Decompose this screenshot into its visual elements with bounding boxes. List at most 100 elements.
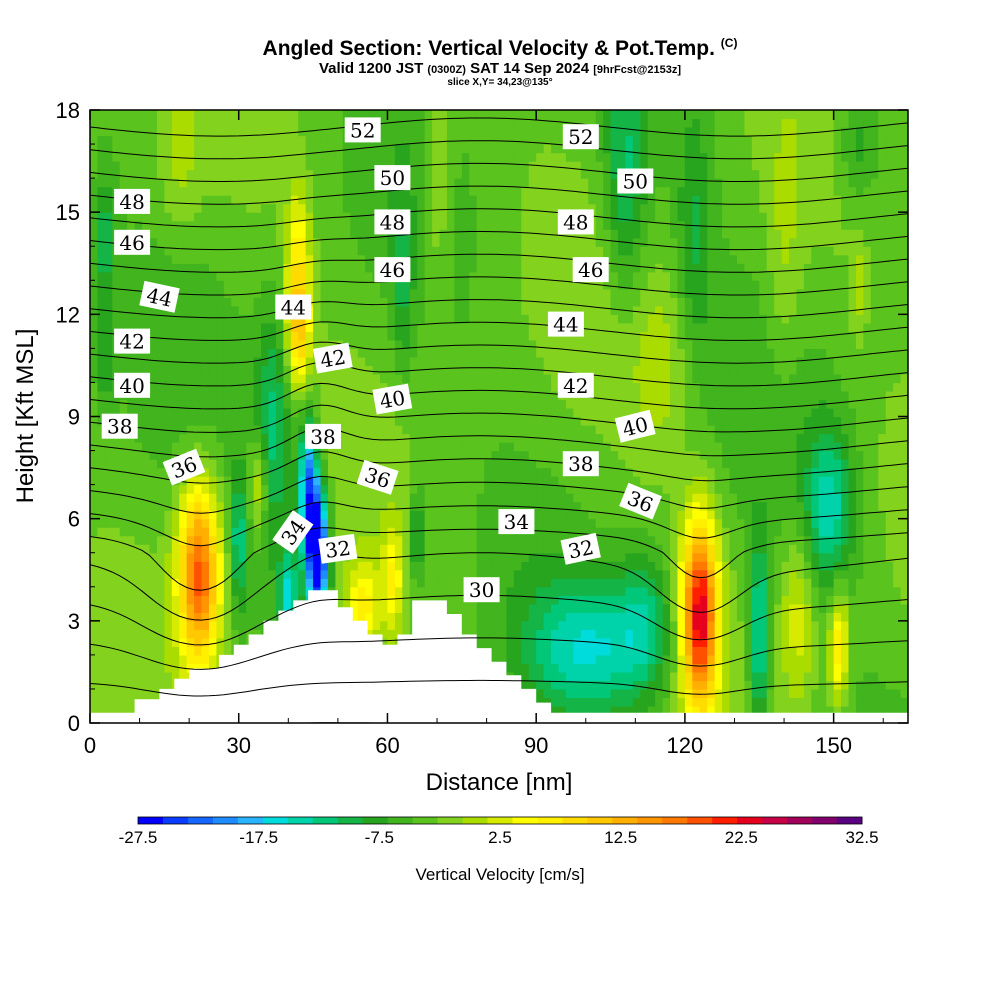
- velocity-cell: [640, 476, 649, 486]
- velocity-cell: [580, 416, 589, 426]
- velocity-cell: [565, 510, 574, 520]
- velocity-cell: [722, 433, 731, 443]
- velocity-cell: [670, 544, 679, 554]
- velocity-cell: [863, 373, 872, 384]
- velocity-cell: [97, 578, 106, 588]
- velocity-cell: [484, 544, 493, 554]
- velocity-cell: [365, 331, 374, 341]
- velocity-cell: [491, 348, 500, 358]
- velocity-cell: [893, 467, 902, 477]
- velocity-cell: [588, 527, 597, 537]
- velocity-cell: [662, 407, 671, 418]
- velocity-cell: [722, 425, 731, 435]
- velocity-cell: [387, 518, 396, 528]
- velocity-cell: [417, 416, 426, 426]
- velocity-cell: [677, 578, 686, 588]
- velocity-cell: [789, 399, 798, 409]
- velocity-cell: [855, 612, 864, 622]
- velocity-cell: [744, 561, 753, 571]
- velocity-cell: [186, 552, 195, 562]
- velocity-cell: [491, 442, 500, 452]
- velocity-cell: [662, 399, 671, 409]
- velocity-cell: [796, 339, 805, 349]
- velocity-cell: [491, 339, 500, 349]
- velocity-cell: [528, 654, 537, 664]
- velocity-cell: [104, 595, 113, 605]
- velocity-cell: [878, 476, 887, 486]
- velocity-cell: [684, 595, 693, 605]
- velocity-cell: [223, 399, 232, 409]
- velocity-cell: [164, 671, 173, 682]
- velocity-cell: [885, 425, 894, 435]
- velocity-cell: [536, 544, 545, 554]
- velocity-cell: [878, 612, 887, 622]
- velocity-cell: [305, 339, 314, 349]
- velocity-cell: [759, 680, 768, 690]
- velocity-cell: [670, 518, 679, 528]
- velocity-cell: [558, 697, 567, 707]
- velocity-cell: [424, 578, 433, 588]
- velocity-cell: [848, 518, 857, 528]
- velocity-cell: [238, 552, 247, 562]
- velocity-cell: [134, 680, 143, 690]
- velocity-cell: [714, 612, 723, 622]
- velocity-cell: [707, 518, 716, 528]
- velocity-cell: [781, 510, 790, 520]
- velocity-cell: [833, 663, 842, 673]
- velocity-cell: [90, 586, 99, 596]
- velocity-cell: [104, 356, 113, 367]
- velocity-cell: [97, 595, 106, 605]
- velocity-cell: [394, 433, 403, 443]
- velocity-cell: [595, 493, 604, 503]
- velocity-cell: [729, 527, 738, 537]
- velocity-cell: [97, 459, 106, 469]
- velocity-cell: [714, 578, 723, 588]
- velocity-cell: [409, 595, 418, 605]
- velocity-cell: [513, 356, 522, 367]
- velocity-cell: [551, 654, 560, 664]
- velocity-cell: [759, 416, 768, 426]
- velocity-cell: [439, 518, 448, 528]
- velocity-cell: [223, 595, 232, 605]
- velocity-cell: [201, 433, 210, 443]
- velocity-cell: [231, 484, 240, 494]
- velocity-cell: [409, 416, 418, 426]
- velocity-cell: [491, 527, 500, 537]
- velocity-cell: [551, 518, 560, 528]
- velocity-cell: [223, 459, 232, 469]
- velocity-cell: [208, 578, 218, 588]
- velocity-cell: [736, 561, 745, 571]
- velocity-cell: [365, 603, 374, 613]
- velocity-cell: [506, 365, 515, 375]
- velocity-cell: [766, 501, 775, 511]
- velocity-cell: [461, 544, 470, 554]
- velocity-cell: [595, 586, 604, 596]
- velocity-cell: [565, 399, 574, 409]
- velocity-cell: [521, 450, 530, 460]
- velocity-cell: [283, 569, 292, 579]
- velocity-cell: [617, 527, 627, 537]
- velocity-cell: [521, 646, 530, 656]
- velocity-cell: [446, 407, 455, 418]
- velocity-cell: [275, 595, 284, 605]
- velocity-cell: [870, 450, 879, 460]
- velocity-cell: [506, 620, 515, 630]
- velocity-cell: [313, 510, 322, 520]
- velocity-cell: [855, 654, 864, 664]
- velocity-cell: [692, 637, 701, 647]
- velocity-cell: [261, 450, 270, 460]
- velocity-cell: [409, 356, 418, 367]
- velocity-cell: [841, 442, 850, 452]
- velocity-cell: [268, 527, 277, 537]
- velocity-cell: [491, 510, 500, 520]
- velocity-cell: [855, 407, 864, 418]
- velocity-cell: [216, 331, 225, 341]
- velocity-cell: [647, 680, 656, 690]
- velocity-cell: [216, 544, 225, 554]
- velocity-cell: [766, 399, 775, 409]
- velocity-cell: [246, 373, 255, 384]
- velocity-cell: [171, 552, 180, 562]
- velocity-cell: [714, 629, 723, 639]
- velocity-cell: [595, 373, 604, 384]
- velocity-cell: [246, 578, 255, 588]
